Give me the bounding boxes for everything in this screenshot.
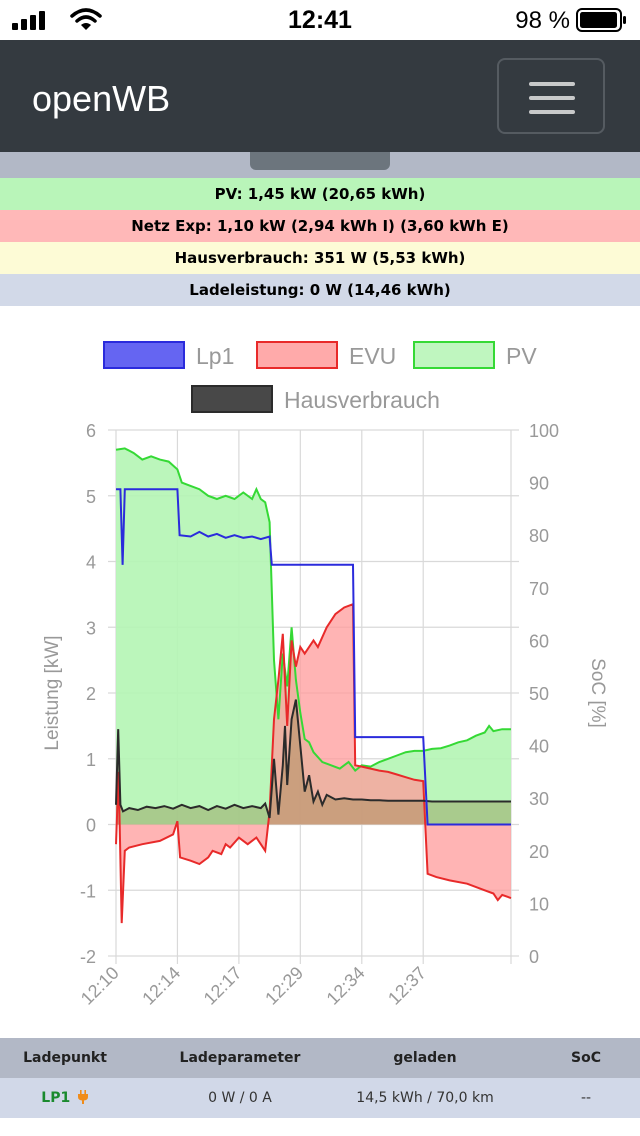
signal-icon (12, 11, 45, 30)
y2-tick-label: 20 (529, 842, 549, 862)
x-tick-label: 12:34 (323, 963, 369, 1009)
x-tick-label: 12:37 (384, 963, 430, 1009)
y-tick-label: 4 (86, 553, 96, 573)
hausverbrauch-area (116, 699, 511, 825)
hausverbrauch-line (115, 699, 511, 819)
legend-label-evu: EVU (349, 343, 396, 369)
y2-tick-label: 30 (529, 789, 549, 809)
lp-params: 0 W / 0 A (208, 1090, 272, 1106)
y2-tick-label: 0 (529, 947, 539, 967)
plug-icon (77, 1090, 88, 1104)
collapse-handle[interactable] (250, 152, 390, 170)
col-ladepunkt: Ladepunkt (23, 1050, 107, 1066)
hamburger-icon (529, 96, 575, 100)
legend-swatch-evu (256, 341, 338, 369)
pv-area (116, 448, 511, 825)
legend-swatch-lp1 (103, 341, 185, 369)
status-bar: 12:41 98 % (0, 0, 640, 40)
lp-cell: LP1 (0, 1078, 130, 1118)
col-ladeparameter: Ladeparameter (179, 1050, 301, 1066)
y2-tick-label: 70 (529, 579, 549, 599)
battery-percent: 98 % (515, 7, 570, 34)
y2-axis-label: SoC [%] (587, 658, 608, 728)
x-tick-label: 12:17 (200, 963, 246, 1009)
info-grid: Netz Exp: 1,10 kW (2,94 kWh I) (3,60 kWh… (0, 210, 640, 242)
hamburger-icon (529, 110, 575, 114)
y-tick-label: -1 (80, 881, 96, 901)
y2-tick-label: 80 (529, 526, 549, 546)
lp-charged: 14,5 kWh / 70,0 km (356, 1090, 494, 1106)
y-tick-label: 1 (86, 750, 96, 770)
lp-name: LP1 (41, 1090, 71, 1106)
y2-tick-label: 100 (529, 421, 559, 441)
y-tick-label: 6 (86, 421, 96, 441)
pv-line (115, 447, 511, 773)
battery-icon (576, 8, 626, 32)
legend-label-lp1: Lp1 (196, 343, 234, 369)
info-house: Hausverbrauch: 351 W (5,53 kWh) (0, 242, 640, 274)
y-tick-label: 0 (86, 816, 96, 836)
y2-tick-label: 90 (529, 474, 549, 494)
table-header: Ladepunkt Ladeparameter geladen SoC (0, 1038, 640, 1078)
clock: 12:41 (288, 6, 352, 34)
table-row[interactable]: LP1 0 W / 0 A 14,5 kWh / 70,0 km -- (0, 1078, 640, 1118)
legend-swatch-hausverbrauch (191, 385, 273, 413)
legend-label-hausverbrauch: Hausverbrauch (284, 387, 440, 413)
y2-tick-label: 40 (529, 737, 549, 757)
evu-line (115, 602, 512, 924)
evu-area (116, 604, 511, 924)
legend-label-pv: PV (506, 343, 537, 369)
info-pv: PV: 1,45 kW (20,65 kWh) (0, 178, 640, 210)
x-tick-label: 12:29 (261, 963, 307, 1009)
y2-tick-label: 60 (529, 631, 549, 651)
brand-logo-text[interactable]: openWB (32, 78, 171, 119)
x-tick-label: 12:14 (138, 963, 184, 1009)
x-tick-label: 12:10 (77, 963, 123, 1009)
lp1-line (116, 488, 511, 826)
col-soc: SoC (571, 1050, 601, 1066)
wifi-icon (70, 8, 102, 30)
y2-tick-label: 50 (529, 684, 549, 704)
lp-soc: -- (580, 1090, 592, 1106)
y-tick-label: 3 (86, 618, 96, 638)
legend-swatch-pv (413, 341, 495, 369)
y-tick-label: -2 (80, 947, 96, 967)
info-charging: Ladeleistung: 0 W (14,46 kWh) (0, 274, 640, 306)
y-tick-label: 5 (86, 487, 96, 507)
y-axis-label: Leistung [kW] (42, 635, 63, 750)
col-geladen: geladen (393, 1050, 457, 1066)
menu-toggle-button[interactable] (497, 58, 605, 134)
hamburger-icon (529, 82, 575, 86)
y2-tick-label: 10 (529, 894, 549, 914)
power-chart: -2 -1 0 1 2 3 4 5 6 0 10 20 30 40 50 60 70 80 90 100 12:10 12… (0, 306, 640, 1036)
y-tick-label: 2 (86, 684, 96, 704)
